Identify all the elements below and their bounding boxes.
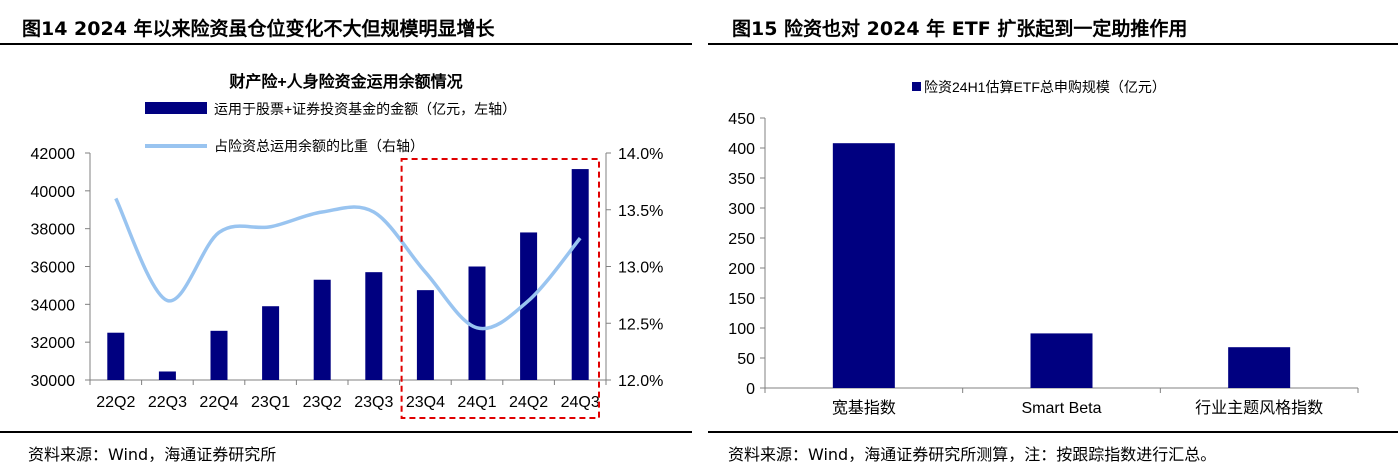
bar	[571, 169, 589, 380]
figure-15-title: 图15 险资也对 2024 年 ETF 扩张起到一定助推作用	[732, 18, 1188, 40]
y-tick-label: 0	[746, 381, 755, 398]
legend-bar-swatch	[912, 82, 921, 91]
y-tick-label: 50	[737, 351, 755, 368]
y-tick-label: 150	[728, 291, 755, 308]
bar	[210, 330, 228, 380]
bar	[1228, 347, 1291, 388]
bar	[416, 290, 434, 380]
x-tick-label: 23Q3	[354, 394, 393, 411]
y-tick-label: 350	[728, 171, 755, 188]
y-tick-label: 32000	[31, 335, 76, 352]
y-tick-label: 400	[728, 141, 755, 158]
y2-tick-label: 14.0%	[618, 146, 663, 163]
y-tick-label: 100	[728, 321, 755, 338]
bar	[520, 232, 538, 380]
highlight-box	[400, 158, 600, 419]
y-tick-label: 36000	[31, 260, 76, 277]
bar	[313, 279, 331, 380]
y2-tick-label: 12.0%	[618, 373, 663, 390]
bar	[158, 371, 176, 380]
legend-bar-label: 险资24H1估算ETF总申购规模（亿元）	[924, 79, 1166, 95]
x-tick-label: 22Q4	[199, 394, 238, 411]
x-tick-label: 宽基指数	[832, 399, 896, 417]
chart-title: 财产险+人身险资金运用余额情况	[228, 72, 462, 91]
y-tick-label: 38000	[31, 222, 76, 239]
y-tick-label: 450	[728, 111, 755, 128]
y-tick-label: 200	[728, 261, 755, 278]
bar	[832, 143, 895, 388]
x-tick-label: 24Q1	[457, 394, 496, 411]
y-tick-label: 30000	[31, 373, 76, 390]
bar	[468, 266, 486, 380]
figure-14-title-rule	[0, 43, 692, 45]
figure-15-source: 资料来源：Wind，海通证券研究所测算，注：按跟踪指数进行汇总。	[728, 445, 1217, 464]
figure-14-title: 图14 2024 年以来险资虽仓位变化不大但规模明显增长	[22, 18, 495, 40]
x-tick-label: 22Q3	[148, 394, 187, 411]
x-tick-label: 22Q2	[96, 394, 135, 411]
y2-tick-label: 13.5%	[618, 203, 663, 220]
figure-15-bottom-rule	[708, 431, 1398, 433]
x-tick-label: Smart Beta	[1021, 400, 1101, 417]
x-tick-label: 23Q2	[303, 394, 342, 411]
legend-bar-swatch	[145, 102, 207, 114]
figure-15-chart: 险资24H1估算ETF总申购规模（亿元） 0 50 100 150 200 250 300 3…	[728, 79, 1359, 417]
x-tick-label: 行业主题风格指数	[1195, 399, 1323, 417]
bar	[107, 332, 125, 380]
figure-14-bottom-rule	[0, 431, 692, 433]
legend-bar-label: 运用于股票+证券投资基金的金额（亿元，左轴）	[214, 101, 516, 117]
y-tick-label: 34000	[31, 297, 76, 314]
figure-14-chart: 财产险+人身险资金运用余额情况 运用于股票+证券投资基金的金额（亿元，左轴） 占…	[31, 72, 663, 419]
bar	[365, 272, 383, 380]
chart-legend: 运用于股票+证券投资基金的金额（亿元，左轴） 占险资总运用余额的比重（右轴）	[145, 101, 516, 154]
figure-14-source: 资料来源：Wind，海通证券研究所	[28, 445, 277, 464]
y-tick-label: 42000	[31, 146, 76, 163]
bar	[1030, 333, 1093, 388]
y-tick-label: 300	[728, 201, 755, 218]
legend-line-label: 占险资总运用余额的比重（右轴）	[214, 138, 424, 154]
x-tick-label: 23Q1	[251, 394, 290, 411]
bar	[262, 306, 280, 380]
chart-legend: 险资24H1估算ETF总申购规模（亿元）	[912, 79, 1166, 95]
figure-15-title-rule	[708, 43, 1398, 45]
figure-14-panel: 图14 2024 年以来险资虽仓位变化不大但规模明显增长 财产险+人身险资金运用…	[0, 0, 692, 474]
share-line	[114, 197, 582, 331]
y-tick-label: 40000	[31, 184, 76, 201]
y-tick-label: 250	[728, 231, 755, 248]
x-tick-label: 24Q2	[509, 394, 548, 411]
figure-15-panel: 图15 险资也对 2024 年 ETF 扩张起到一定助推作用 险资24H1估算E…	[708, 0, 1398, 474]
y2-tick-label: 13.0%	[618, 260, 663, 277]
y2-tick-label: 12.5%	[618, 316, 663, 333]
x-tick-label: 24Q3	[561, 394, 600, 411]
x-tick-label: 23Q4	[406, 394, 445, 411]
